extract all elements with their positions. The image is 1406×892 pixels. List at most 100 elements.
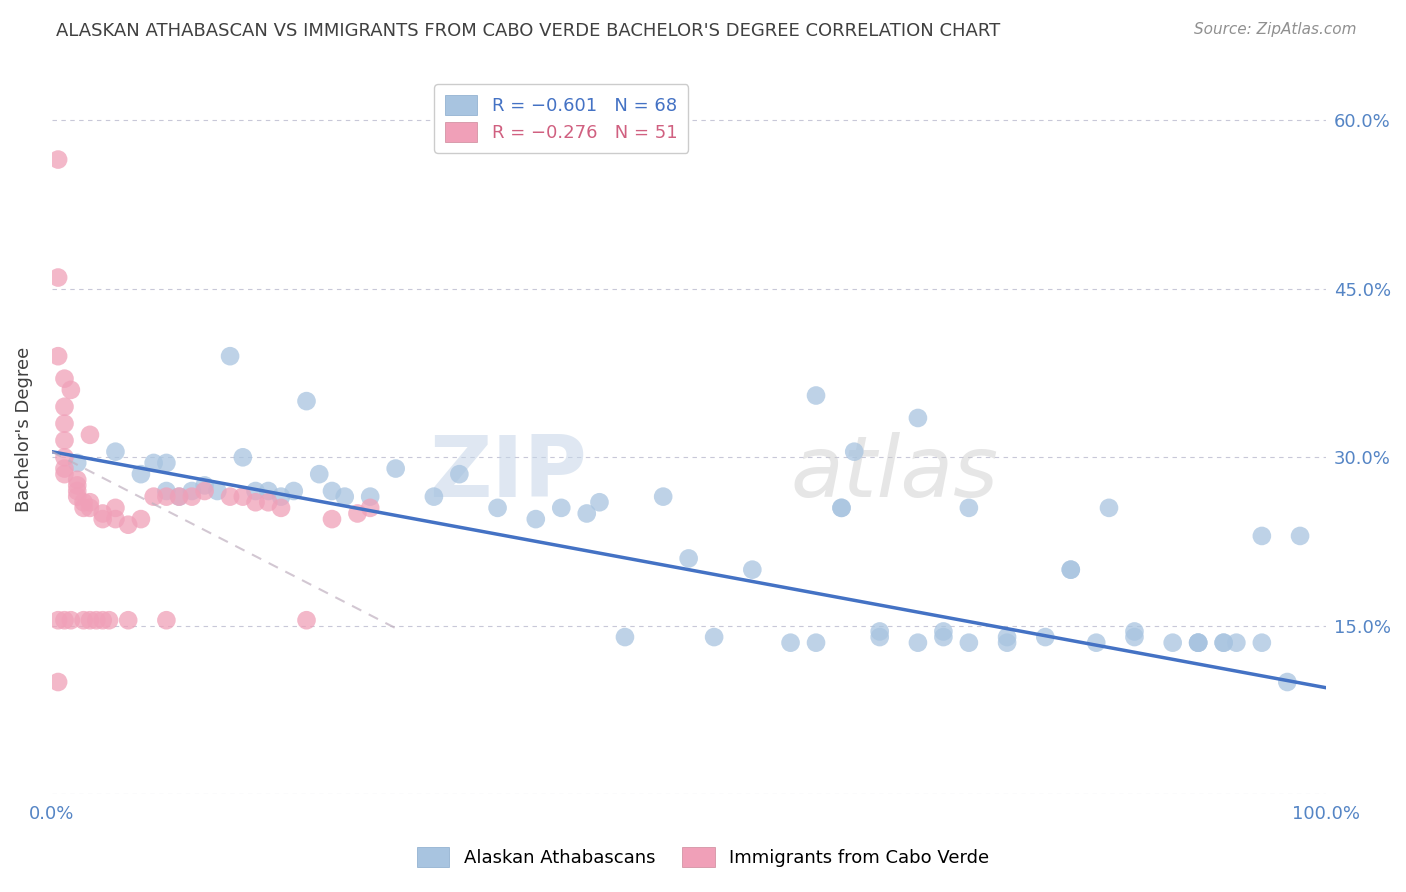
- Point: [245, 483, 267, 498]
- Point: [53, 372, 76, 386]
- Point: [1161, 636, 1184, 650]
- Point: [155, 483, 177, 498]
- Point: [66, 490, 89, 504]
- Point: [359, 500, 381, 515]
- Point: [257, 483, 280, 498]
- Point: [53, 417, 76, 431]
- Point: [46, 270, 69, 285]
- Point: [53, 461, 76, 475]
- Point: [1187, 636, 1209, 650]
- Point: [66, 473, 89, 487]
- Point: [72, 613, 94, 627]
- Point: [831, 500, 853, 515]
- Point: [1085, 636, 1108, 650]
- Point: [321, 512, 343, 526]
- Text: Source: ZipAtlas.com: Source: ZipAtlas.com: [1194, 22, 1357, 37]
- Point: [167, 490, 190, 504]
- Point: [91, 512, 114, 526]
- Point: [932, 630, 955, 644]
- Point: [53, 467, 76, 482]
- Point: [86, 613, 108, 627]
- Point: [270, 500, 292, 515]
- Point: [98, 613, 121, 627]
- Point: [53, 400, 76, 414]
- Point: [703, 630, 725, 644]
- Point: [957, 500, 980, 515]
- Point: [384, 461, 406, 475]
- Point: [257, 495, 280, 509]
- Point: [180, 490, 202, 504]
- Point: [232, 450, 254, 465]
- Point: [1098, 500, 1121, 515]
- Point: [588, 495, 610, 509]
- Point: [995, 636, 1018, 650]
- Point: [907, 411, 929, 425]
- Point: [53, 613, 76, 627]
- Point: [142, 490, 165, 504]
- Point: [869, 624, 891, 639]
- Text: ALASKAN ATHABASCAN VS IMMIGRANTS FROM CABO VERDE BACHELOR'S DEGREE CORRELATION C: ALASKAN ATHABASCAN VS IMMIGRANTS FROM CA…: [56, 22, 1001, 40]
- Point: [180, 483, 202, 498]
- Point: [1060, 563, 1083, 577]
- Point: [804, 636, 827, 650]
- Point: [1187, 636, 1209, 650]
- Point: [167, 490, 190, 504]
- Point: [1123, 624, 1146, 639]
- Point: [486, 500, 509, 515]
- Point: [741, 563, 763, 577]
- Point: [779, 636, 801, 650]
- Point: [575, 507, 598, 521]
- Point: [308, 467, 330, 482]
- Point: [449, 467, 471, 482]
- Point: [1289, 529, 1312, 543]
- Point: [232, 490, 254, 504]
- Point: [194, 478, 217, 492]
- Point: [219, 349, 242, 363]
- Point: [270, 490, 292, 504]
- Point: [524, 512, 547, 526]
- Point: [91, 507, 114, 521]
- Point: [91, 613, 114, 627]
- Point: [869, 630, 891, 644]
- Point: [1187, 636, 1209, 650]
- Point: [66, 456, 89, 470]
- Point: [72, 495, 94, 509]
- Text: atlas: atlas: [790, 432, 998, 515]
- Point: [104, 444, 127, 458]
- Point: [346, 507, 368, 521]
- Point: [117, 517, 139, 532]
- Point: [333, 490, 356, 504]
- Point: [219, 490, 242, 504]
- Y-axis label: Bachelor's Degree: Bachelor's Degree: [15, 347, 32, 512]
- Point: [155, 490, 177, 504]
- Point: [423, 490, 446, 504]
- Point: [104, 512, 127, 526]
- Point: [53, 434, 76, 448]
- Point: [1225, 636, 1247, 650]
- Point: [155, 613, 177, 627]
- Point: [295, 394, 318, 409]
- Point: [1060, 563, 1083, 577]
- Point: [79, 613, 101, 627]
- Point: [295, 613, 318, 627]
- Point: [359, 490, 381, 504]
- Legend: Alaskan Athabascans, Immigrants from Cabo Verde: Alaskan Athabascans, Immigrants from Cab…: [409, 839, 997, 874]
- Point: [79, 500, 101, 515]
- Point: [79, 495, 101, 509]
- Legend: R = −0.601   N = 68, R = −0.276   N = 51: R = −0.601 N = 68, R = −0.276 N = 51: [434, 84, 689, 153]
- Point: [79, 427, 101, 442]
- Point: [804, 388, 827, 402]
- Point: [1123, 630, 1146, 644]
- Point: [844, 444, 866, 458]
- Point: [104, 500, 127, 515]
- Point: [1033, 630, 1056, 644]
- Point: [321, 483, 343, 498]
- Point: [831, 500, 853, 515]
- Point: [207, 483, 229, 498]
- Point: [245, 495, 267, 509]
- Text: ZIP: ZIP: [429, 432, 586, 515]
- Point: [1250, 636, 1272, 650]
- Point: [46, 613, 69, 627]
- Point: [907, 636, 929, 650]
- Point: [72, 500, 94, 515]
